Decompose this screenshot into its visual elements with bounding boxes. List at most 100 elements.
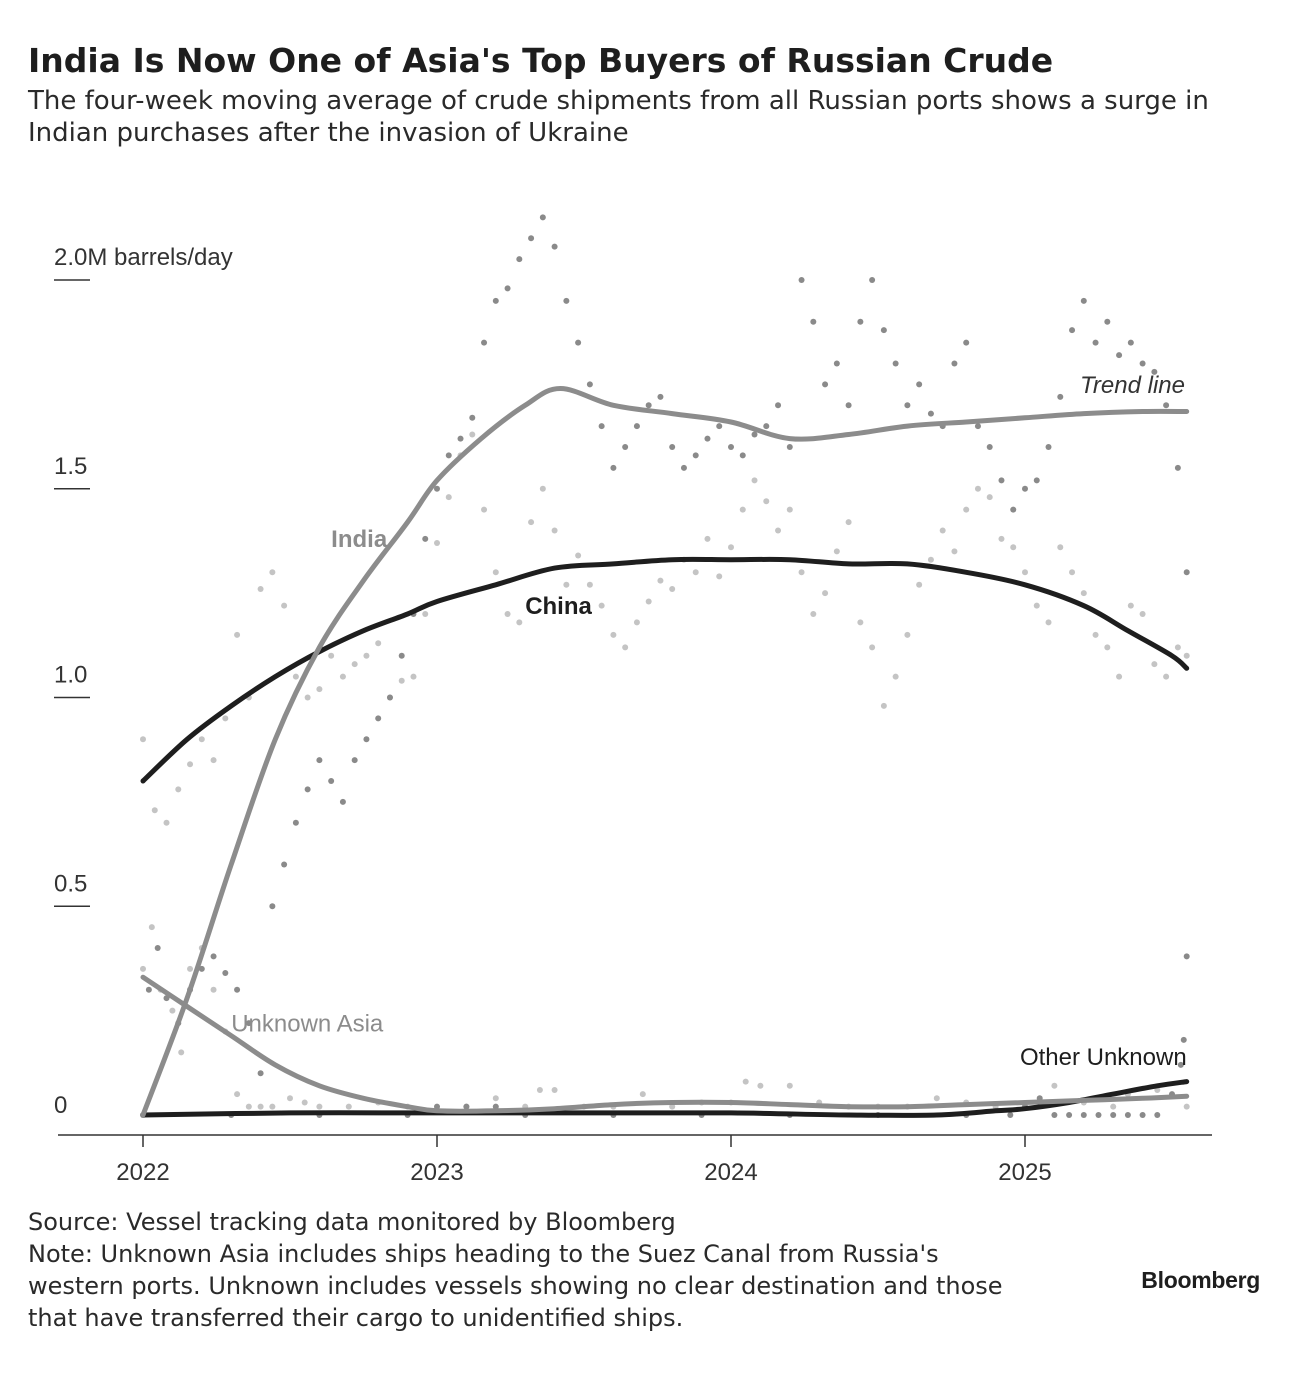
india-point xyxy=(281,602,288,609)
china-point xyxy=(398,652,405,659)
india-point xyxy=(1104,644,1111,651)
unknown-asia-point xyxy=(316,1103,323,1110)
unknown-asia-point xyxy=(933,1095,940,1102)
trend-line-annotation: Trend line xyxy=(1080,372,1185,399)
other-unknown-point xyxy=(1051,1112,1058,1118)
india-point xyxy=(645,598,652,605)
unknown-asia-point xyxy=(492,1095,499,1102)
y-tick-label: 1.5 xyxy=(54,453,87,480)
china-point xyxy=(304,786,311,793)
unknown-asia-point xyxy=(287,1095,293,1102)
india-point xyxy=(974,485,981,492)
india-point xyxy=(869,644,876,651)
china-point xyxy=(680,464,687,471)
china-point xyxy=(363,736,370,743)
india-point xyxy=(716,573,723,580)
unknown-asia-point xyxy=(669,1103,676,1110)
unknown-asia-point xyxy=(551,1086,558,1093)
unknown-asia-point xyxy=(148,924,155,931)
india-point xyxy=(539,485,546,492)
china-point xyxy=(563,297,570,304)
x-tick-label: 2024 xyxy=(704,1159,757,1186)
india-point xyxy=(857,619,864,626)
india-point xyxy=(1092,631,1099,638)
china-point xyxy=(1033,477,1040,484)
china-point xyxy=(245,1020,252,1027)
india-point xyxy=(351,661,358,668)
definition-note: Note: Unknown Asia includes ships headin… xyxy=(28,1240,1003,1332)
y-axis-ticks: 0 0.5 1.0 1.5 2.0M barrels/day xyxy=(54,244,233,1119)
china-point xyxy=(916,381,923,388)
india-point xyxy=(210,757,217,764)
india-point xyxy=(728,544,734,551)
china-point xyxy=(434,485,440,492)
india-point xyxy=(1116,673,1123,680)
unknown-asia-point xyxy=(245,1103,252,1110)
china-point xyxy=(1045,444,1052,450)
china-point xyxy=(645,402,652,409)
india-point xyxy=(234,631,241,638)
china-point xyxy=(1069,327,1076,334)
china-point xyxy=(492,297,499,304)
chart-subtitle: The four-week moving average of crude sh… xyxy=(28,86,1209,148)
china-point xyxy=(1151,368,1158,375)
india-point xyxy=(1183,652,1190,659)
china-point xyxy=(716,423,723,430)
india-point xyxy=(1163,673,1170,680)
unknown-asia-point xyxy=(639,1091,646,1098)
unknown-asia-point xyxy=(187,965,194,972)
china-point xyxy=(210,953,217,960)
india-point xyxy=(892,673,899,680)
india-point xyxy=(551,527,558,534)
footnotes: Source: Vessel tracking data monitored b… xyxy=(28,1206,1028,1334)
china-point xyxy=(328,778,335,784)
other-unknown-point xyxy=(492,1103,499,1110)
india-point xyxy=(986,494,993,501)
india-trend-line xyxy=(140,386,1190,1118)
other-unknown-point xyxy=(1154,1112,1161,1118)
china-point xyxy=(904,402,911,409)
china-point xyxy=(1080,297,1087,304)
other-unknown-point xyxy=(1183,953,1190,960)
china-point xyxy=(610,464,617,471)
china-point xyxy=(422,535,429,542)
india-point xyxy=(739,506,746,513)
unknown-asia-point xyxy=(257,1103,264,1110)
china-point xyxy=(880,327,887,334)
china-point xyxy=(504,285,511,292)
india-point xyxy=(633,619,640,626)
india-point xyxy=(798,569,805,576)
china-point xyxy=(974,423,981,430)
india-point xyxy=(1127,602,1134,609)
china-point xyxy=(234,986,241,993)
india-point xyxy=(410,673,417,680)
india-point xyxy=(786,506,793,513)
china-point xyxy=(739,452,746,459)
india-point xyxy=(140,736,146,743)
india-point xyxy=(880,702,887,709)
india-point xyxy=(422,611,429,617)
india-point xyxy=(904,631,911,638)
india-point xyxy=(963,506,970,513)
china-point xyxy=(575,339,582,346)
india-point xyxy=(586,581,593,588)
china-point xyxy=(1104,318,1111,325)
china-point xyxy=(810,318,817,325)
india-point xyxy=(304,694,311,701)
india-point xyxy=(610,631,617,638)
india-point xyxy=(1080,590,1087,597)
india-point xyxy=(763,498,770,505)
china-point xyxy=(528,235,535,242)
india-point xyxy=(822,590,829,597)
india-point xyxy=(222,715,229,722)
china-point xyxy=(998,477,1005,484)
unknown-asia-point xyxy=(1051,1082,1058,1089)
india-point xyxy=(622,644,629,651)
india-point xyxy=(998,535,1005,542)
china-point xyxy=(457,435,464,442)
india-point xyxy=(363,652,370,659)
other-unknown-point xyxy=(463,1103,470,1110)
y-tick-label: 1.0 xyxy=(54,662,87,689)
india-point xyxy=(1139,611,1146,617)
china-point xyxy=(1174,464,1181,471)
